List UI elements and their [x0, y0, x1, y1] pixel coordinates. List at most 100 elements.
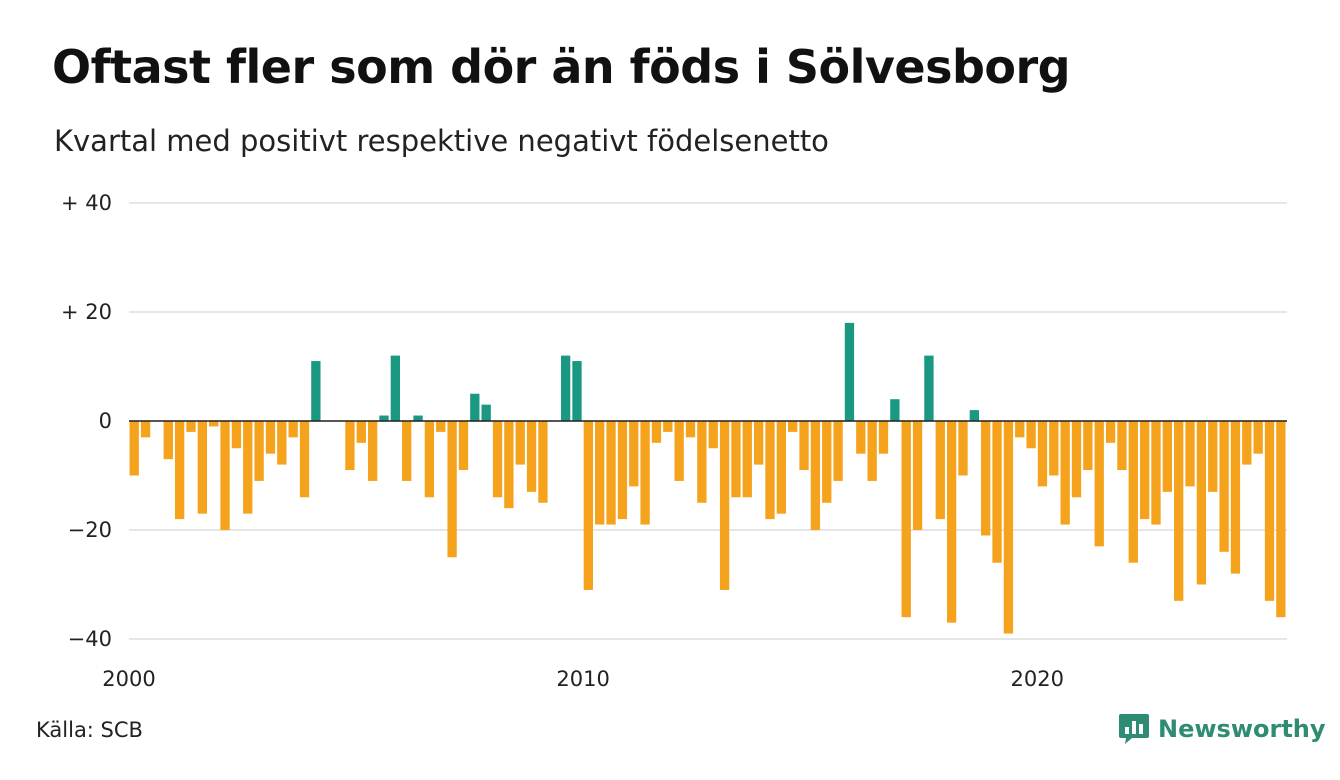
source-note: Källa: SCB [36, 718, 143, 742]
bar-negative [720, 421, 729, 590]
bar-negative [1163, 421, 1172, 492]
bar-negative [1231, 421, 1240, 574]
y-tick-label: −40 [68, 627, 112, 651]
bar-negative [992, 421, 1001, 563]
bar-negative [164, 421, 173, 459]
bar-negative [765, 421, 774, 519]
bar-negative [1026, 421, 1035, 448]
bar-negative [731, 421, 740, 497]
bar-negative [493, 421, 502, 497]
bar-negative [447, 421, 456, 557]
bar-negative [243, 421, 252, 514]
bar-positive [924, 356, 933, 421]
y-axis-labels: + 40 + 20 0 −20 −40 [61, 191, 112, 651]
bar-negative [1185, 421, 1194, 486]
x-tick-label: 2020 [1011, 667, 1064, 691]
bar-negative [1151, 421, 1160, 525]
bar-negative [141, 421, 150, 437]
bar-negative [981, 421, 990, 535]
bar-negative [686, 421, 695, 437]
bar-negative [1129, 421, 1138, 563]
bar-negative [1117, 421, 1126, 470]
bar-negative [936, 421, 945, 519]
bar-positive [970, 410, 979, 421]
bar-negative [618, 421, 627, 519]
bar-negative [913, 421, 922, 530]
x-tick-label: 2000 [102, 667, 155, 691]
bar-positive [470, 394, 479, 421]
bar-negative [357, 421, 366, 443]
bar-negative [856, 421, 865, 454]
y-tick-label: 0 [99, 409, 112, 433]
bar-negative [1083, 421, 1092, 470]
bar-negative [1219, 421, 1228, 552]
newsworthy-logo-icon [1118, 712, 1150, 746]
bar-negative [232, 421, 241, 448]
bar-negative [947, 421, 956, 623]
bar-negative [868, 421, 877, 481]
bar-negative [1038, 421, 1047, 486]
bar-positive [391, 356, 400, 421]
bar-negative [652, 421, 661, 443]
bar-negative [1049, 421, 1058, 476]
bar-positive [311, 361, 320, 421]
bar-negative [1174, 421, 1183, 601]
bar-negative [277, 421, 286, 465]
bar-negative [538, 421, 547, 503]
bar-negative [345, 421, 354, 470]
bar-negative [663, 421, 672, 432]
bar-negative [436, 421, 445, 432]
bar-negative [459, 421, 468, 470]
bar-negative [368, 421, 377, 481]
bar-negative [220, 421, 229, 530]
bar-negative [300, 421, 309, 497]
bar-negative [879, 421, 888, 454]
x-axis-labels: 2000 2010 2020 [102, 667, 1064, 691]
bar-negative [198, 421, 207, 514]
bar-positive [482, 405, 491, 421]
y-tick-label: + 40 [61, 191, 112, 215]
bar-negative [788, 421, 797, 432]
bar-negative [629, 421, 638, 486]
bar-negative [1061, 421, 1070, 525]
bars [130, 323, 1286, 634]
bar-negative [1015, 421, 1024, 437]
bar-positive [845, 323, 854, 421]
bar-negative [958, 421, 967, 476]
x-tick-label: 2010 [556, 667, 609, 691]
bar-negative [1197, 421, 1206, 585]
bar-negative [175, 421, 184, 519]
bar-negative [833, 421, 842, 481]
bar-negative [1140, 421, 1149, 519]
bar-negative [254, 421, 263, 481]
bar-negative [697, 421, 706, 503]
bar-positive [413, 416, 422, 421]
bar-negative [902, 421, 911, 617]
bar-negative [1095, 421, 1104, 546]
bar-negative [1276, 421, 1285, 617]
bar-positive [890, 399, 899, 421]
bar-negative [516, 421, 525, 465]
bar-negative [606, 421, 615, 525]
bar-negative [754, 421, 763, 465]
bar-negative [1106, 421, 1115, 443]
bar-negative [425, 421, 434, 497]
bar-negative [130, 421, 139, 476]
bar-negative [527, 421, 536, 492]
brand-name: Newsworthy [1158, 715, 1326, 743]
bar-negative [675, 421, 684, 481]
bar-negative [1208, 421, 1217, 492]
y-tick-label: + 20 [61, 300, 112, 324]
bar-negative [640, 421, 649, 525]
bar-positive [572, 361, 581, 421]
bar-negative [799, 421, 808, 470]
bar-positive [561, 356, 570, 421]
bar-negative [1072, 421, 1081, 497]
bar-negative [266, 421, 275, 454]
bar-negative [743, 421, 752, 497]
bar-negative [209, 421, 218, 426]
bar-negative [289, 421, 298, 437]
y-tick-label: −20 [68, 518, 112, 542]
bar-chart: + 40 + 20 0 −20 −40 2000 2010 2020 [0, 0, 1340, 700]
bar-negative [1265, 421, 1274, 601]
